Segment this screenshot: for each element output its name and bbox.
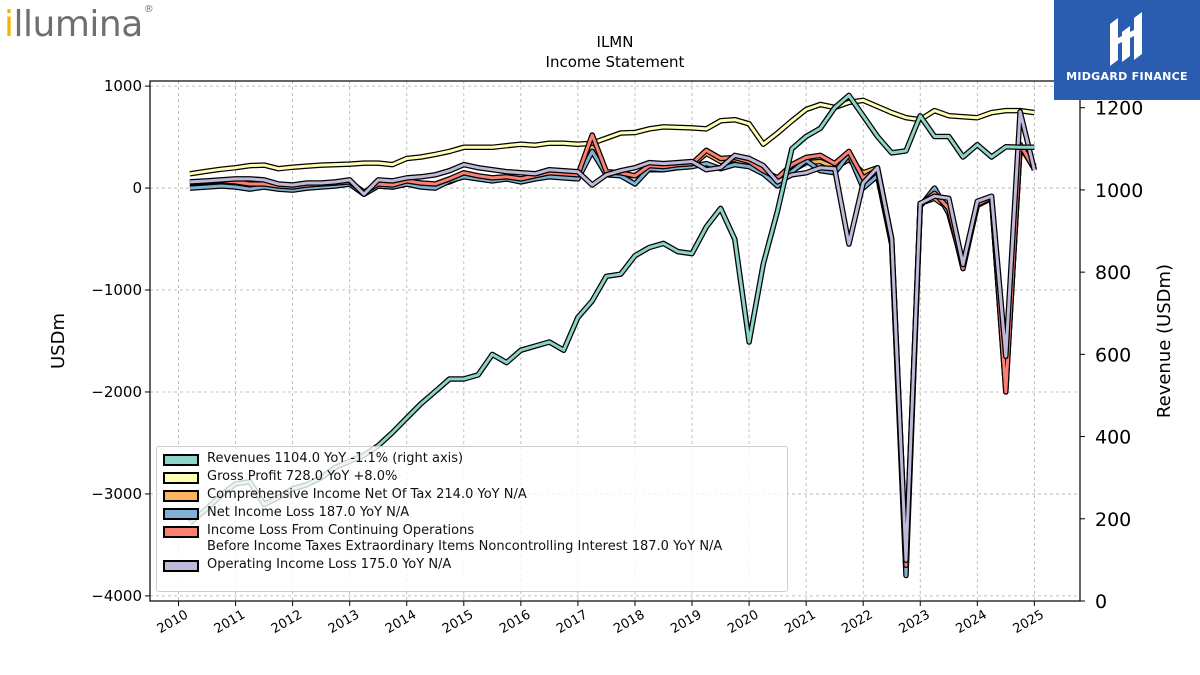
y-tick-label: −2000 [91,383,142,401]
x-tick-label: 2012 [269,607,305,637]
plot-frame [149,80,1081,602]
midgard-logo-mark-icon [1110,12,1142,66]
y-right-tick-label: 600 [1095,344,1131,366]
legend-label: Gross Profit 728.0 YoY +8.0% [207,469,398,484]
legend-label: Net Income Loss 187.0 YoY N/A [207,505,410,520]
legend-swatch [163,560,199,572]
illumina-logo: illumina® [4,4,154,45]
legend-label: Comprehensive Income Net Of Tax 214.0 Yo… [207,487,527,502]
legend-label: Operating Income Loss 175.0 YoY N/A [207,557,452,572]
x-tick-label: 2016 [497,607,533,637]
x-tick-label: 2010 [155,607,191,637]
x-tick-label: 2019 [668,607,704,637]
legend-swatch [163,472,199,484]
y-right-tick-label: 400 [1095,427,1131,449]
y-tick-label: −4000 [91,587,142,605]
chart-title: ILMN [597,33,634,51]
y-tick-label: −3000 [91,485,142,503]
y-tick-label: −1000 [91,281,142,299]
y-right-tick-label: 1000 [1095,180,1143,202]
x-tick-label: 2023 [896,607,932,637]
y-tick-label: 1000 [104,77,142,95]
midgard-logo-text: MIDGARD FINANCE [1066,70,1188,83]
x-tick-label: 2018 [611,607,647,637]
legend-swatch [163,508,199,520]
legend-item: Operating Income Loss 175.0 YoY N/A [163,557,781,573]
y-right-tick-label: 1200 [1095,98,1143,120]
x-tick-label: 2017 [554,607,590,637]
x-tick-label: 2011 [212,607,248,637]
legend-label: Income Loss From Continuing Operations B… [207,523,723,554]
x-tick-label: 2014 [383,607,419,637]
x-tick-label: 2022 [839,607,875,637]
x-tick-label: 2020 [725,607,761,637]
legend-label: Revenues 1104.0 YoY -1.1% (right axis) [207,451,464,466]
legend-swatch [163,526,199,538]
series-line-operating-income-loss [189,110,1036,562]
x-tick-label: 2013 [326,607,362,637]
x-tick-label: 2015 [440,607,476,637]
legend-item: Revenues 1104.0 YoY -1.1% (right axis) [163,451,781,467]
x-tick-label: 2024 [954,607,990,637]
legend-item: Net Income Loss 187.0 YoY N/A [163,505,781,521]
chart-subtitle: Income Statement [546,53,685,71]
y-tick-label: 0 [132,179,142,197]
x-tick-label: 2025 [1011,607,1047,637]
y-right-tick-label: 800 [1095,262,1131,284]
series-line-gross-profit [189,98,1035,176]
legend-item: Income Loss From Continuing Operations B… [163,523,781,555]
y-right-tick-label: 200 [1095,509,1131,531]
legend-item: Gross Profit 728.0 YoY +8.0% [163,469,781,485]
midgard-finance-logo: MIDGARD FINANCE [1054,0,1200,100]
legend-item: Comprehensive Income Net Of Tax 214.0 Yo… [163,487,781,503]
x-tick-label: 2021 [782,607,818,637]
y-axis-right-label: Revenue (USDm) [1154,264,1175,418]
y-right-tick-label: 0 [1095,591,1107,613]
legend-swatch [163,454,199,466]
legend-swatch [163,490,199,502]
chart-legend: Revenues 1104.0 YoY -1.1% (right axis) Gr… [156,446,788,592]
y-axis-label: USDm [48,313,69,369]
